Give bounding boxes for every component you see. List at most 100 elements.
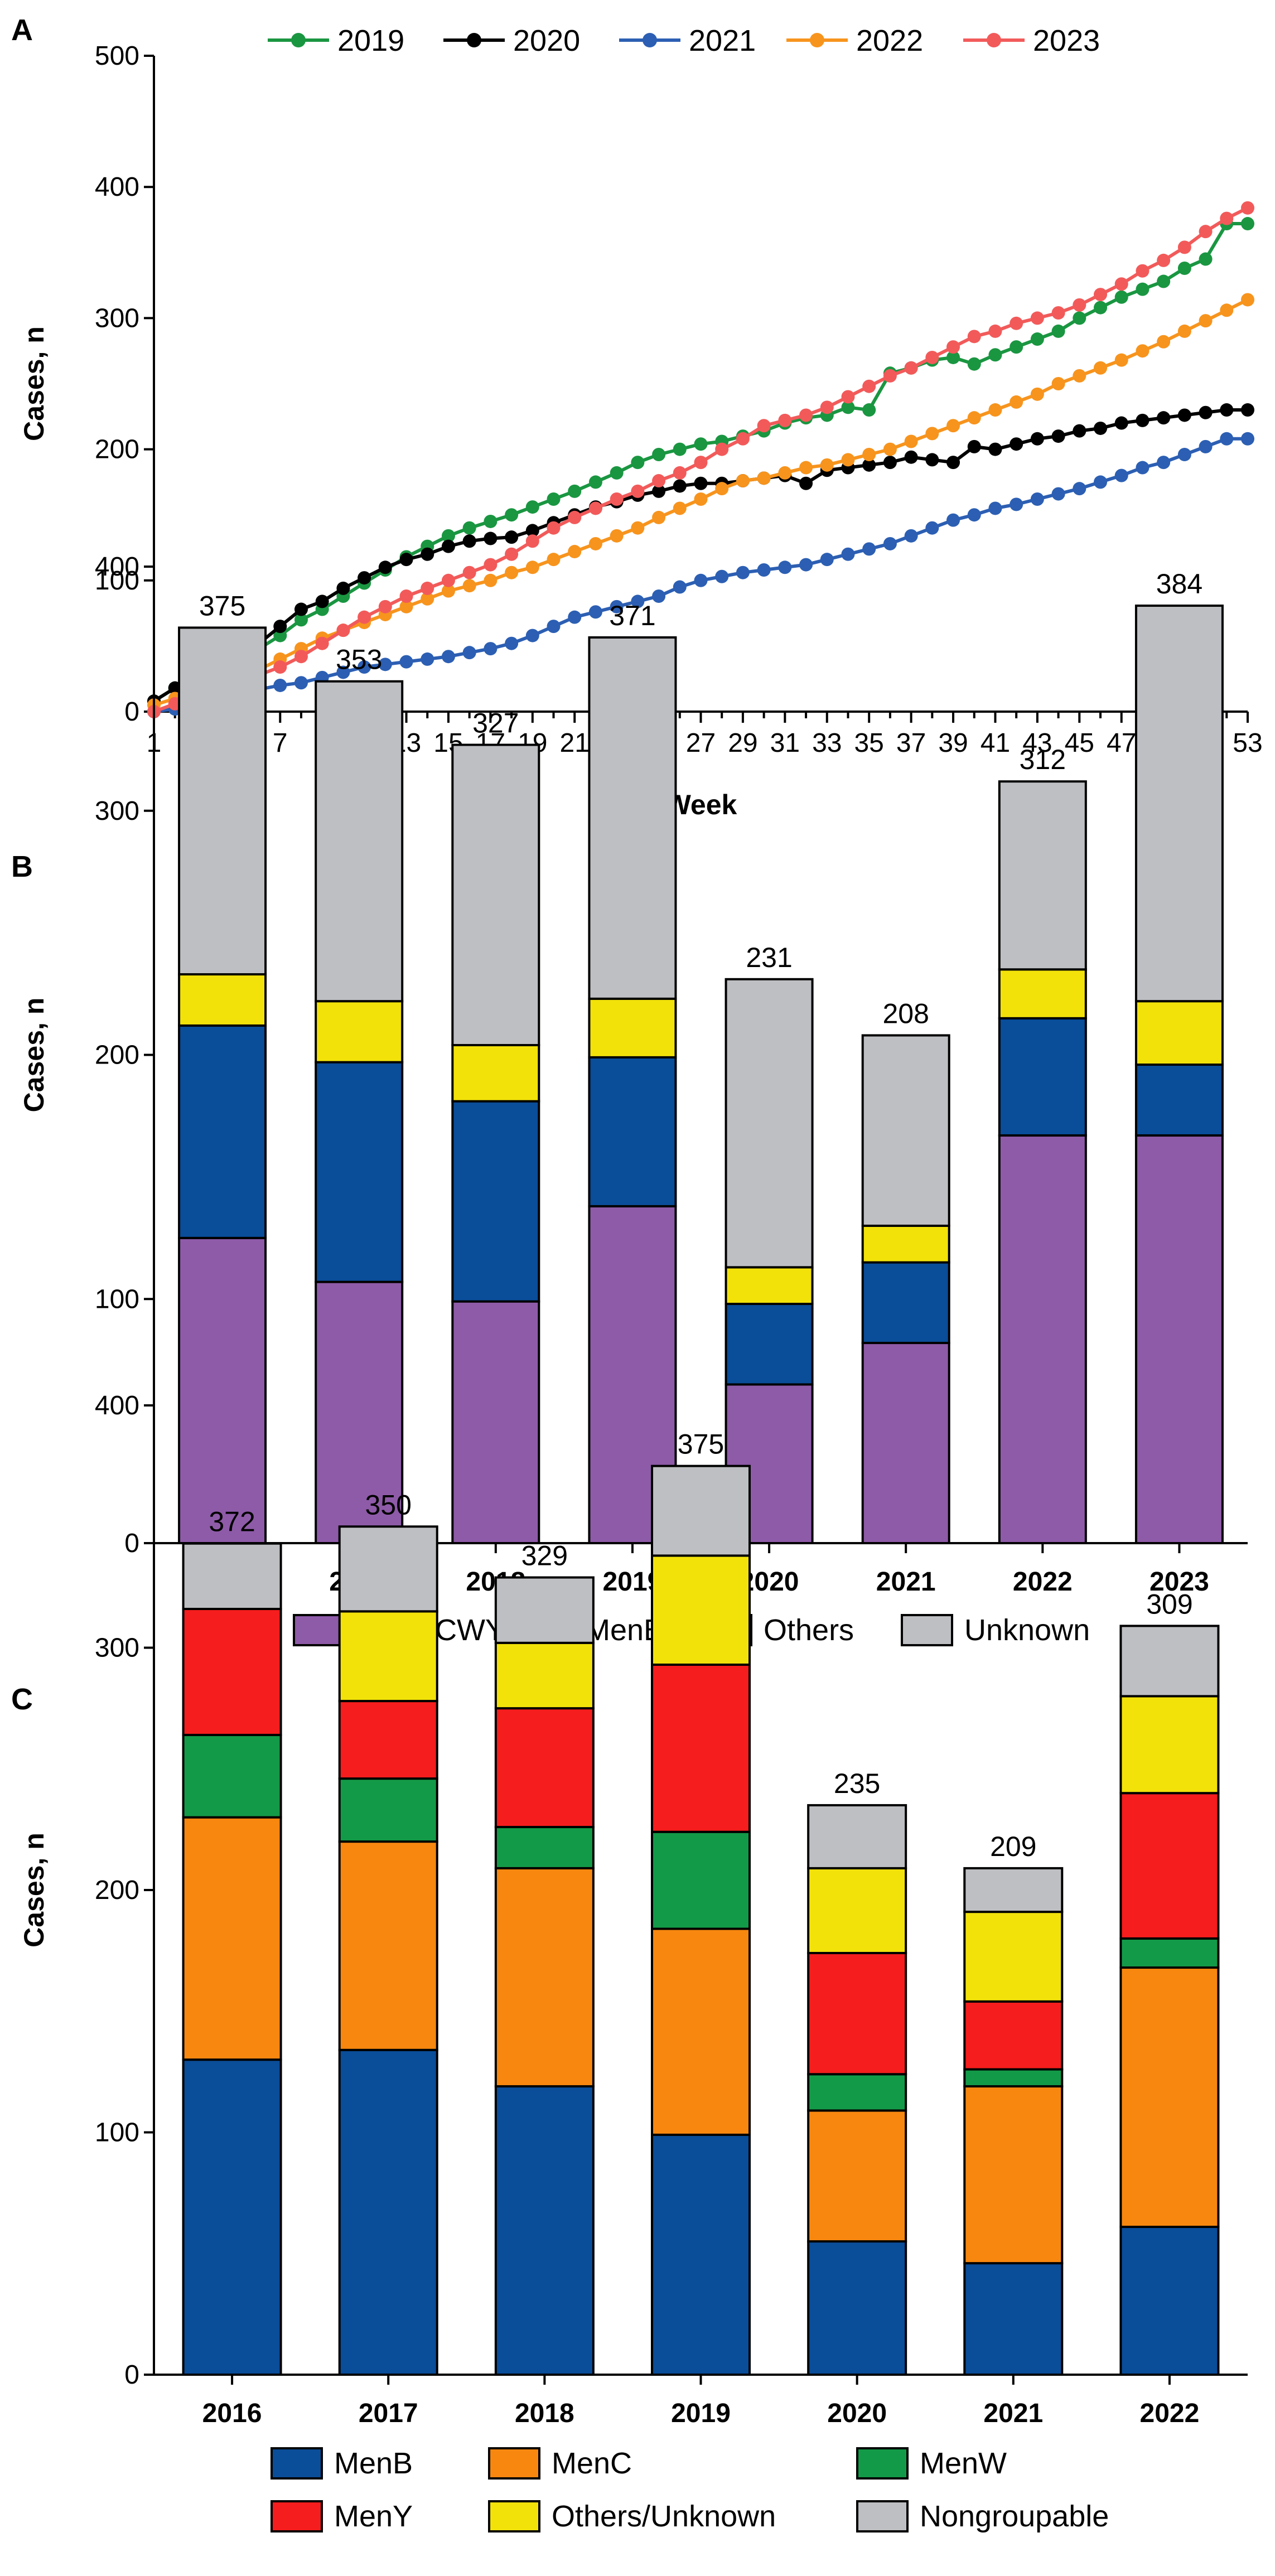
y-axis-title: Cases, n: [18, 1833, 50, 1947]
data-point: [1136, 344, 1150, 358]
data-point: [1241, 217, 1254, 231]
data-point: [715, 442, 729, 456]
bar-total-label: 235: [834, 1768, 880, 1799]
data-point: [862, 458, 876, 472]
data-point: [673, 580, 687, 594]
bar-segment-MenC: [651, 1927, 751, 2136]
data-point: [1199, 252, 1213, 266]
data-point: [1114, 468, 1128, 482]
data-point: [1073, 298, 1086, 312]
x-tick-label: 27: [686, 728, 716, 758]
data-point: [652, 484, 666, 498]
x-tick-label: 2022: [1140, 2399, 1200, 2428]
data-point: [1010, 395, 1023, 409]
bar-segment-MenB: [861, 1261, 950, 1345]
data-point: [1030, 387, 1044, 401]
data-point: [484, 642, 498, 656]
data-point: [525, 629, 539, 642]
series-2023: [147, 201, 1254, 718]
bar-total-label: 329: [521, 1540, 568, 1571]
data-point: [1199, 225, 1213, 239]
data-point: [568, 484, 582, 498]
data-point: [588, 475, 602, 489]
bar-stack-2018: [451, 743, 540, 1544]
bar-segment-MenB: [807, 2240, 907, 2376]
data-point: [778, 560, 792, 574]
bar-segment-Others/Unknown: [807, 1867, 907, 1954]
bar-total-label: 375: [199, 590, 245, 621]
bar-total-label: 209: [990, 1831, 1036, 1862]
y-tick-label: 200: [95, 1041, 139, 1070]
bar-segment-Others: [588, 997, 677, 1059]
legend-swatch-Others/Unknown: [488, 2500, 540, 2532]
legend-label-2020: 2020: [513, 24, 580, 57]
x-tick-label: 21: [560, 728, 590, 758]
data-point: [462, 521, 476, 535]
bar-segment-MenY: [807, 1951, 907, 2076]
data-point: [631, 595, 645, 608]
data-point: [988, 442, 1002, 456]
bar-segment-MenY: [182, 1607, 282, 1736]
data-point: [378, 658, 392, 671]
bar-segment-MenB: [1119, 2225, 1220, 2376]
data-point: [505, 636, 519, 650]
data-point: [525, 524, 539, 538]
legend-label-MenY: MenY: [334, 2500, 413, 2533]
x-tick-label: 2016: [202, 2399, 262, 2428]
x-tick-label: 47: [1107, 728, 1136, 758]
data-point: [652, 589, 666, 603]
bar-total-label: 231: [746, 942, 792, 973]
data-point: [631, 456, 645, 470]
data-point: [694, 492, 708, 506]
data-point: [441, 584, 455, 598]
x-tick-label: 41: [981, 728, 1010, 758]
panel-a-letter: A: [11, 13, 33, 47]
x-tick-label: 37: [896, 728, 926, 758]
data-point: [421, 592, 434, 606]
bar-segment-Others: [178, 973, 267, 1027]
data-point: [568, 610, 582, 624]
data-point: [652, 510, 666, 524]
bar-stack-2016: [178, 626, 267, 1544]
data-point: [484, 531, 498, 545]
bar-segment-Unknown: [178, 626, 267, 976]
data-point: [315, 636, 329, 650]
bar-stack-2021: [963, 1867, 1064, 2376]
data-point: [1220, 403, 1234, 417]
bar-segment-MenACWY: [451, 1300, 540, 1544]
bar-segment-MenW: [494, 1826, 595, 1869]
bar-segment-MenB: [451, 1100, 540, 1303]
bar-total-label: 371: [609, 600, 655, 631]
data-point: [1010, 340, 1023, 354]
data-point: [610, 600, 624, 613]
legend-marker-2020: [467, 33, 481, 47]
data-point: [820, 458, 834, 472]
x-tick-label: 2021: [876, 1567, 936, 1597]
legend-swatch-MenACWY: [293, 1614, 345, 1646]
bar-segment-Others: [861, 1224, 950, 1264]
data-point: [988, 501, 1002, 515]
data-point: [462, 646, 476, 660]
bar-segment-MenC: [494, 1867, 595, 2087]
bar-segment-MenB: [963, 2262, 1064, 2376]
data-point: [484, 558, 498, 572]
x-tick-label: 2022: [1013, 1567, 1073, 1597]
data-point: [862, 448, 876, 462]
bar-total-label: 375: [678, 1429, 724, 1460]
data-point: [1073, 482, 1086, 496]
data-point: [399, 655, 413, 669]
data-point: [1010, 497, 1023, 511]
data-point: [988, 403, 1002, 417]
data-point: [294, 650, 308, 664]
data-point: [904, 361, 918, 375]
data-point: [841, 453, 855, 467]
data-point: [336, 581, 350, 595]
legend-label-Others: Others: [764, 1613, 854, 1647]
data-point: [273, 678, 287, 692]
data-point: [1094, 288, 1108, 302]
data-point: [1220, 211, 1234, 225]
data-point: [1199, 405, 1213, 419]
data-point: [883, 537, 897, 550]
bar-segment-MenACWY: [861, 1342, 950, 1544]
